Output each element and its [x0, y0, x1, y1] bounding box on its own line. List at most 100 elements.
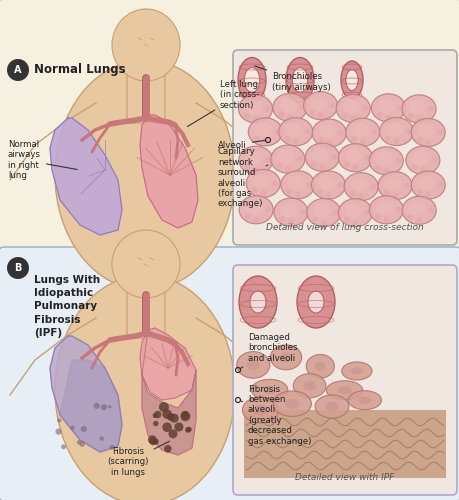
- Text: Fibrosis
(scarring)
in lungs: Fibrosis (scarring) in lungs: [107, 441, 169, 477]
- Ellipse shape: [375, 152, 392, 166]
- Polygon shape: [60, 360, 122, 452]
- Circle shape: [306, 182, 312, 188]
- Ellipse shape: [279, 98, 296, 112]
- Circle shape: [384, 136, 390, 141]
- Circle shape: [351, 136, 357, 142]
- Circle shape: [57, 418, 61, 422]
- Text: A: A: [14, 65, 22, 75]
- Circle shape: [61, 444, 66, 449]
- Ellipse shape: [417, 124, 434, 138]
- Circle shape: [312, 216, 318, 222]
- Ellipse shape: [314, 395, 348, 418]
- Circle shape: [416, 136, 422, 142]
- FancyBboxPatch shape: [233, 50, 456, 245]
- Ellipse shape: [314, 362, 325, 371]
- Circle shape: [264, 157, 270, 163]
- Circle shape: [415, 116, 421, 121]
- Circle shape: [278, 112, 284, 117]
- Ellipse shape: [336, 386, 351, 394]
- Circle shape: [349, 116, 355, 121]
- Circle shape: [371, 129, 377, 135]
- Circle shape: [424, 140, 430, 145]
- Circle shape: [108, 405, 111, 408]
- Circle shape: [329, 102, 335, 108]
- Ellipse shape: [377, 172, 411, 200]
- Ellipse shape: [236, 352, 269, 378]
- Circle shape: [436, 182, 442, 188]
- Ellipse shape: [112, 230, 179, 298]
- Circle shape: [286, 114, 292, 120]
- Text: Detailed view of lung cross-section: Detailed view of lung cross-section: [266, 223, 423, 232]
- Circle shape: [284, 166, 290, 172]
- Ellipse shape: [291, 68, 307, 92]
- Circle shape: [93, 403, 100, 409]
- Ellipse shape: [284, 398, 299, 409]
- Ellipse shape: [55, 275, 235, 500]
- Ellipse shape: [252, 174, 269, 188]
- Ellipse shape: [238, 95, 272, 123]
- Ellipse shape: [248, 118, 282, 146]
- Circle shape: [343, 216, 349, 222]
- Circle shape: [317, 112, 323, 118]
- Circle shape: [70, 426, 74, 430]
- Ellipse shape: [286, 176, 303, 190]
- Circle shape: [376, 112, 382, 118]
- Circle shape: [415, 217, 421, 223]
- Circle shape: [392, 138, 398, 144]
- Circle shape: [167, 413, 174, 421]
- Ellipse shape: [293, 374, 325, 398]
- Ellipse shape: [306, 198, 340, 226]
- Circle shape: [407, 113, 413, 119]
- Circle shape: [99, 436, 104, 440]
- Ellipse shape: [285, 122, 302, 136]
- Ellipse shape: [239, 196, 273, 224]
- Circle shape: [153, 421, 158, 426]
- Circle shape: [168, 430, 177, 438]
- Text: Left lung
(in cross-
section): Left lung (in cross- section): [187, 80, 259, 126]
- Circle shape: [310, 161, 316, 167]
- Ellipse shape: [408, 100, 425, 114]
- FancyBboxPatch shape: [233, 265, 456, 495]
- Circle shape: [330, 154, 336, 160]
- Polygon shape: [140, 328, 196, 400]
- Ellipse shape: [405, 146, 439, 174]
- Ellipse shape: [239, 276, 276, 328]
- Ellipse shape: [325, 381, 362, 400]
- Ellipse shape: [340, 61, 362, 99]
- Ellipse shape: [245, 200, 262, 214]
- Circle shape: [272, 180, 278, 186]
- Circle shape: [317, 137, 323, 143]
- Ellipse shape: [370, 94, 404, 122]
- Circle shape: [55, 428, 62, 434]
- Ellipse shape: [352, 123, 369, 137]
- Circle shape: [276, 163, 282, 169]
- Ellipse shape: [262, 386, 276, 394]
- Circle shape: [337, 130, 343, 136]
- Ellipse shape: [305, 143, 339, 171]
- Circle shape: [287, 219, 293, 225]
- Ellipse shape: [280, 203, 297, 217]
- Ellipse shape: [245, 100, 262, 114]
- Circle shape: [77, 440, 81, 444]
- Ellipse shape: [313, 204, 330, 218]
- Ellipse shape: [347, 390, 381, 409]
- Ellipse shape: [345, 118, 379, 146]
- Circle shape: [244, 214, 250, 220]
- Circle shape: [279, 216, 285, 222]
- Ellipse shape: [311, 171, 345, 199]
- Ellipse shape: [410, 171, 444, 199]
- Circle shape: [383, 190, 389, 196]
- Circle shape: [382, 216, 388, 222]
- Ellipse shape: [344, 204, 361, 218]
- Circle shape: [154, 411, 161, 418]
- Ellipse shape: [411, 151, 428, 165]
- Ellipse shape: [344, 148, 361, 162]
- Circle shape: [352, 164, 358, 170]
- Ellipse shape: [341, 362, 371, 380]
- Ellipse shape: [410, 118, 444, 146]
- Circle shape: [394, 207, 400, 213]
- Ellipse shape: [306, 354, 334, 378]
- Circle shape: [158, 402, 168, 412]
- Circle shape: [325, 192, 331, 198]
- Circle shape: [262, 138, 268, 144]
